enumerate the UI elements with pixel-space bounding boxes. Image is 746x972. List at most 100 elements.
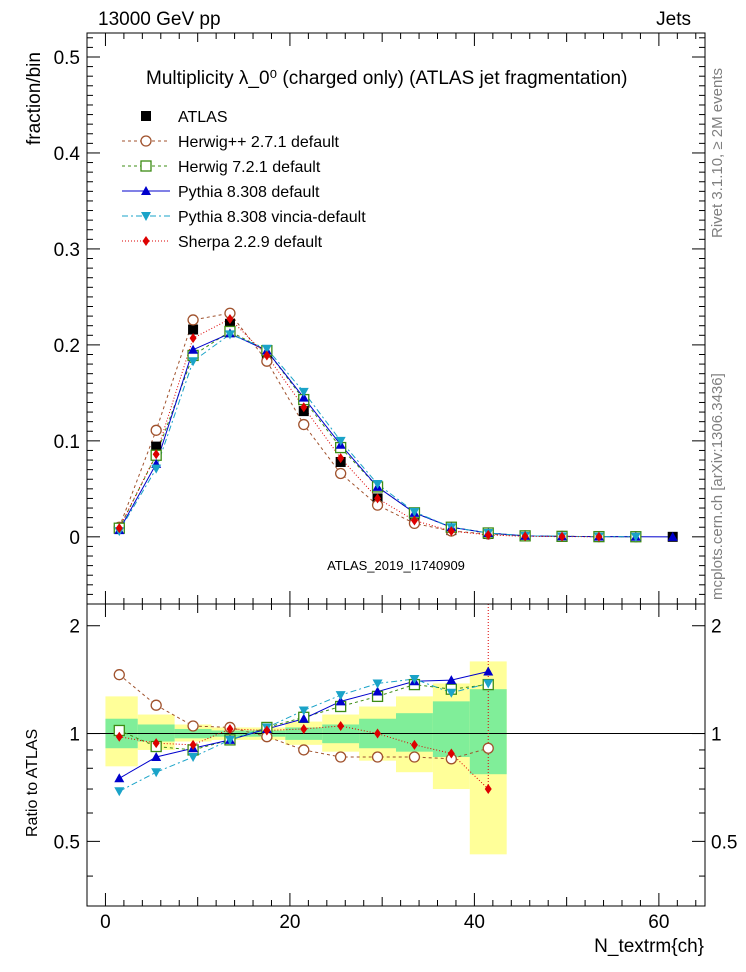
header-right: Jets <box>656 9 691 30</box>
ratio-point <box>151 768 162 778</box>
y-tick-label: 0 <box>69 528 80 549</box>
stat-uncertainty-band <box>432 701 470 758</box>
data-point <box>595 531 603 542</box>
ratio-point <box>484 784 492 795</box>
ratio-point <box>335 691 346 701</box>
data-markers <box>113 307 678 797</box>
ratio-y-tick-label: 2 <box>69 617 80 638</box>
legend-label: Herwig++ 2.7.1 default <box>178 134 340 151</box>
legend-entry: Herwig++ 2.7.1 default <box>122 134 340 151</box>
data-point <box>667 531 678 541</box>
x-axis-label: N_textrm{ch} <box>594 936 704 957</box>
data-point <box>298 387 309 397</box>
data-point <box>226 313 234 324</box>
data-point <box>188 357 199 367</box>
data-point <box>152 449 160 460</box>
legend-label: Herwig 7.2.1 default <box>178 159 321 176</box>
ratio-point <box>151 752 162 762</box>
ratio-point <box>189 739 197 750</box>
ratio-point <box>150 699 162 711</box>
data-point <box>447 526 455 537</box>
x-tick-label: 0 <box>100 912 111 933</box>
mcplots-label: mcplots.cern.ch [arXiv:1306.3436] <box>709 373 726 600</box>
data-point <box>115 523 123 534</box>
watermark: ATLAS_2019_I1740909 <box>327 558 465 573</box>
series-line-main <box>118 333 636 538</box>
rivet-label: Rivet 3.1.10, ≥ 2M events <box>709 68 726 238</box>
y-tick-label: 0.5 <box>54 48 80 69</box>
ratio-point <box>298 744 310 756</box>
data-point <box>298 392 309 402</box>
y-tick-label: 0.2 <box>54 336 80 357</box>
ratio-point <box>447 748 455 759</box>
legend-label: Pythia 8.308 vincia-default <box>178 209 366 226</box>
data-point <box>558 531 566 542</box>
data-point <box>484 529 492 540</box>
data-point <box>189 333 197 344</box>
ratio-y-tick-label: 1 <box>69 725 80 746</box>
y-tick-label: 0.1 <box>54 432 80 453</box>
legend-entry: Pythia 8.308 vincia-default <box>122 209 366 226</box>
legend-marker <box>140 135 152 147</box>
legend-marker <box>141 212 151 221</box>
legend: ATLAS Herwig++ 2.7.1 default Herwig 7.2.1 … <box>122 109 366 251</box>
data-point <box>151 464 162 474</box>
data-point-atlas <box>151 441 162 452</box>
ratio-point <box>408 751 421 763</box>
data-point <box>521 531 529 542</box>
x-tick-label: 40 <box>464 912 485 933</box>
ratio-point <box>372 679 383 689</box>
ratio-point <box>483 679 494 689</box>
data-point-atlas <box>188 324 199 335</box>
data-point <box>335 467 347 480</box>
ratio-point <box>114 773 125 783</box>
ratio-y-tick-label-right: 0.5 <box>711 832 737 853</box>
series-line-main <box>118 332 673 538</box>
data-point <box>409 507 420 517</box>
legend-marker <box>140 160 152 172</box>
ratio-point <box>263 725 271 736</box>
data-point <box>263 350 271 361</box>
ratio-point <box>371 751 384 763</box>
data-point <box>261 344 272 354</box>
ratio-point <box>409 675 420 685</box>
legend-marker <box>141 186 151 195</box>
data-point <box>150 424 162 436</box>
ratio-point <box>115 731 123 742</box>
legend-marker <box>141 111 151 121</box>
ratio-point <box>114 787 125 797</box>
ratio-point <box>335 751 347 763</box>
ratio-point <box>298 713 309 723</box>
legend-entry: Herwig 7.2.1 default <box>122 159 321 176</box>
data-point <box>335 436 346 446</box>
ratio-point <box>410 739 418 750</box>
stat-uncertainty-band <box>137 724 175 742</box>
data-point <box>374 493 382 504</box>
data-point <box>300 402 308 413</box>
ratio-point <box>226 723 234 734</box>
data-point <box>410 515 418 526</box>
legend-entry: ATLAS <box>141 109 228 126</box>
ratio-point <box>372 686 383 696</box>
data-point <box>630 532 641 542</box>
data-point <box>224 330 235 340</box>
legend-label: Sherpa 2.2.9 default <box>178 234 323 251</box>
ratio-point <box>113 669 125 681</box>
ratio-y-tick-label-right: 1 <box>711 725 722 746</box>
data-point <box>188 344 199 354</box>
ratio-y-tick-label-right: 2 <box>711 617 722 638</box>
y-tick-label: 0.3 <box>54 240 80 261</box>
ratio-point <box>152 738 160 749</box>
legend-label: Pythia 8.308 default <box>178 184 320 201</box>
ratio-point <box>298 706 309 716</box>
data-point <box>372 480 383 490</box>
y-axis-label: fraction/bin <box>24 52 45 145</box>
legend-label: ATLAS <box>178 109 228 126</box>
legend-entry: Pythia 8.308 default <box>122 184 320 201</box>
ratio-point <box>483 666 494 676</box>
ratio-point <box>187 720 199 732</box>
data-point <box>337 453 345 464</box>
y-tick-label: 0.4 <box>54 144 81 165</box>
x-tick-label: 20 <box>279 912 300 933</box>
